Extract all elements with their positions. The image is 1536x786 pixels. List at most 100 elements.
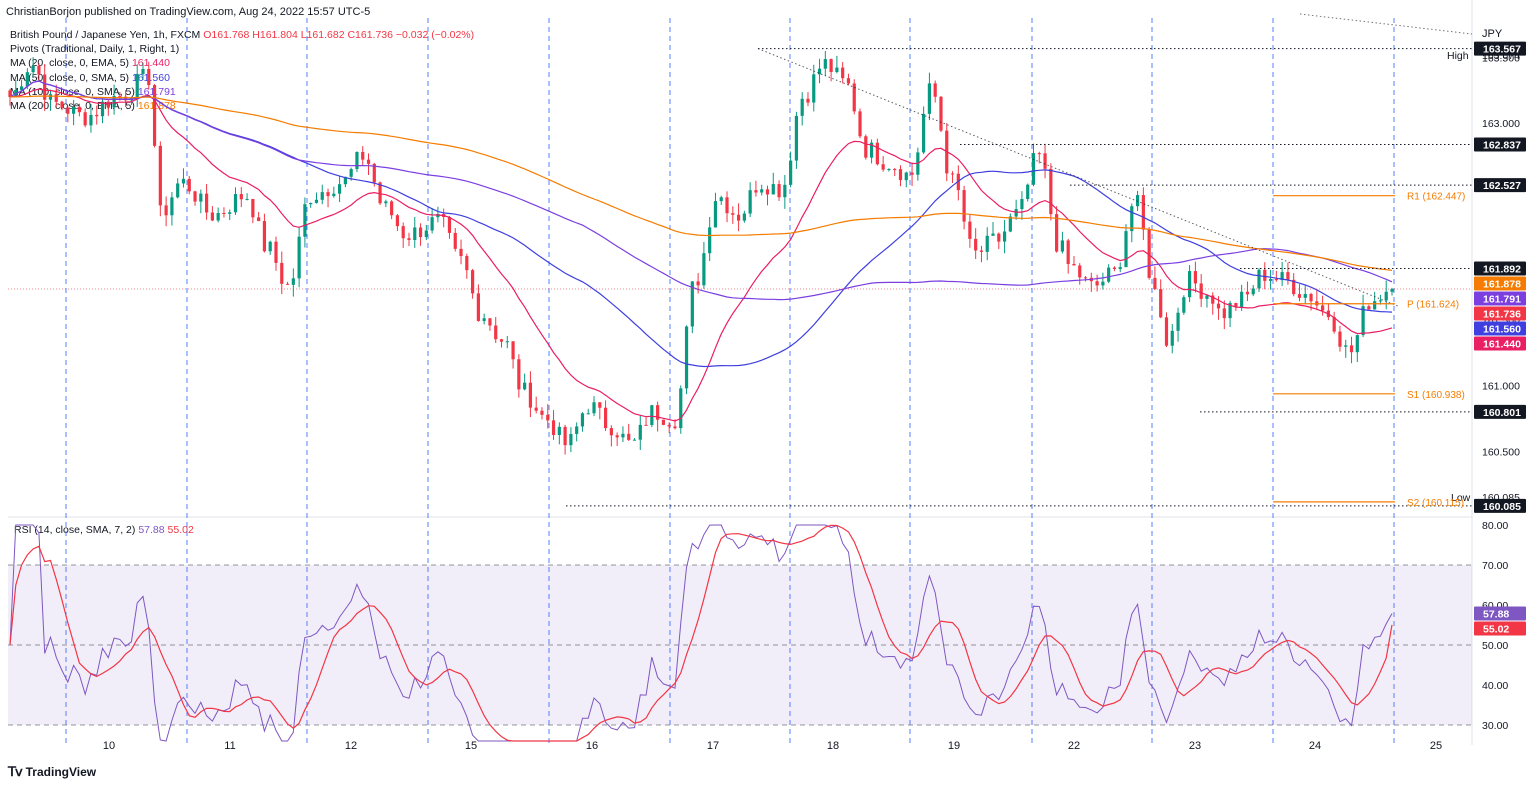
candle-body xyxy=(349,169,353,177)
price-tag-label: 163.567 xyxy=(1483,44,1521,56)
price-tag-label: 160.801 xyxy=(1483,407,1521,419)
x-tick-label: 15 xyxy=(465,740,477,752)
candle-body xyxy=(1245,291,1250,295)
candle-body xyxy=(1216,303,1221,309)
candle-body xyxy=(1118,267,1122,270)
candle-body xyxy=(170,197,174,216)
price-tag-label: 161.878 xyxy=(1483,279,1521,291)
candle-body xyxy=(1321,305,1325,311)
candle-body xyxy=(800,98,804,116)
candle-body xyxy=(343,176,347,185)
candle-body xyxy=(54,94,58,102)
candle-body xyxy=(494,325,498,340)
ohlc-change: −0.032 (−0.02%) xyxy=(395,29,475,41)
candle-body xyxy=(1349,345,1354,353)
pivot-label-R1: R1 (162.447) xyxy=(1407,192,1465,203)
rsi-value-tag xyxy=(1474,606,1526,621)
ma200-value: 161.878 xyxy=(137,100,176,113)
candle-body xyxy=(488,318,492,326)
candle-body xyxy=(1107,267,1111,282)
candle-body xyxy=(563,426,567,446)
candle-body xyxy=(280,262,284,284)
candle-body xyxy=(199,193,203,202)
candle-body xyxy=(401,226,405,239)
x-tick-label: 16 xyxy=(586,740,598,752)
candle-body xyxy=(453,232,457,249)
candle-body xyxy=(37,65,41,75)
candle-body xyxy=(939,96,943,131)
candle-body xyxy=(262,221,267,252)
x-tick-label: 24 xyxy=(1309,740,1321,752)
rsi-value-tag xyxy=(1474,621,1526,636)
candle-body xyxy=(1384,291,1388,301)
price-tag-label: 161.736 xyxy=(1483,309,1521,321)
candle-body xyxy=(100,101,105,117)
candle-body xyxy=(904,172,908,181)
price-tag-label: 160.085 xyxy=(1483,501,1521,513)
candle-body xyxy=(499,339,504,342)
candle-body xyxy=(124,96,128,101)
candle-body xyxy=(760,189,764,193)
candle-body xyxy=(1164,317,1169,346)
candle-body xyxy=(586,413,590,415)
ohlc-high: H161.804 xyxy=(252,29,298,41)
candle-body xyxy=(823,59,827,69)
candle-body xyxy=(309,202,313,205)
candle-body xyxy=(887,169,891,171)
symbol-label: British Pound / Japanese Yen, 1h, FXCM xyxy=(10,29,201,41)
candle-body xyxy=(1020,198,1024,210)
low-label: Low xyxy=(1451,492,1471,504)
x-tick-label: 22 xyxy=(1068,740,1080,752)
price-tag xyxy=(1474,306,1526,321)
rsi-label: RSI (14, close, SMA, 7, 2) xyxy=(14,524,136,536)
candle-body xyxy=(679,388,683,429)
candle-body xyxy=(233,194,238,213)
trend-line-upper xyxy=(1299,13,1473,35)
rsi-tick-label: 30.00 xyxy=(1482,720,1508,732)
price-tag xyxy=(1474,276,1526,291)
candle-body xyxy=(1060,240,1065,252)
candle-body xyxy=(997,233,1001,242)
candle-body xyxy=(465,256,469,271)
candle-body xyxy=(575,426,579,434)
candle-body xyxy=(829,59,833,72)
candle-body xyxy=(470,270,475,294)
rsi-tick-label: 50.00 xyxy=(1482,640,1508,652)
candle-body xyxy=(1153,277,1157,290)
candle-body xyxy=(257,217,261,222)
ohlc-low: L161.682 xyxy=(300,29,345,41)
candle-body xyxy=(708,227,712,254)
candle-body xyxy=(19,86,24,90)
price-tag-label: 161.791 xyxy=(1483,294,1521,306)
candle-body xyxy=(922,113,926,153)
candle-body xyxy=(158,145,162,206)
candle-body xyxy=(569,433,573,446)
candle-body xyxy=(1095,281,1099,286)
pivot-label-S2: S2 (160.115) xyxy=(1407,498,1464,509)
candle-body xyxy=(1378,300,1383,302)
candle-body xyxy=(557,426,561,435)
candle-body xyxy=(511,341,515,360)
candle-body xyxy=(193,191,197,202)
candle-body xyxy=(1188,271,1192,298)
candle-body xyxy=(337,184,342,194)
candle-body xyxy=(777,184,781,198)
x-tick-label: 12 xyxy=(345,740,357,752)
candle-body xyxy=(592,402,596,414)
x-tick-label: 17 xyxy=(707,740,719,752)
candle-body xyxy=(731,213,735,215)
price-tag xyxy=(1474,178,1526,193)
candle-body xyxy=(1078,265,1082,278)
candle-body xyxy=(1263,269,1267,281)
candle-body xyxy=(609,428,613,436)
candle-body xyxy=(320,192,324,200)
candle-body xyxy=(152,85,157,146)
rsi-signal-line xyxy=(9,524,1393,742)
candle-body xyxy=(812,74,816,103)
candle-body xyxy=(644,424,648,426)
candle-body xyxy=(164,205,168,216)
candle-body xyxy=(239,194,243,200)
candle-body xyxy=(1344,345,1348,347)
candle-body xyxy=(546,414,550,421)
